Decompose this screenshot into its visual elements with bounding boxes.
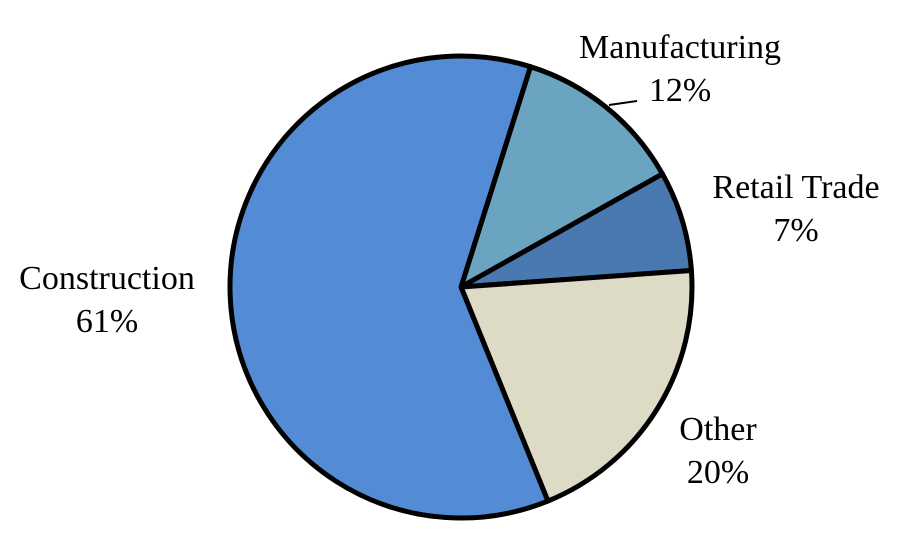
label-manufacturing-value: 12% bbox=[649, 72, 711, 109]
label-other-name: Other bbox=[679, 411, 757, 448]
label-retail-trade-value: 7% bbox=[773, 212, 818, 249]
leader-line-manufacturing bbox=[608, 100, 638, 106]
label-other-value: 20% bbox=[687, 454, 749, 491]
label-construction-name: Construction bbox=[19, 260, 195, 297]
label-retail-trade-name: Retail Trade bbox=[712, 169, 879, 206]
pie-slices bbox=[227, 53, 695, 521]
pie-labels: Manufacturing 12% Retail Trade 7% Other … bbox=[19, 29, 879, 491]
pie-slice-other bbox=[458, 267, 695, 504]
pie-slice-manufacturing bbox=[458, 64, 665, 290]
label-construction-value: 61% bbox=[76, 303, 138, 340]
pie-slice-construction bbox=[227, 53, 551, 521]
label-manufacturing-name: Manufacturing bbox=[579, 29, 781, 66]
